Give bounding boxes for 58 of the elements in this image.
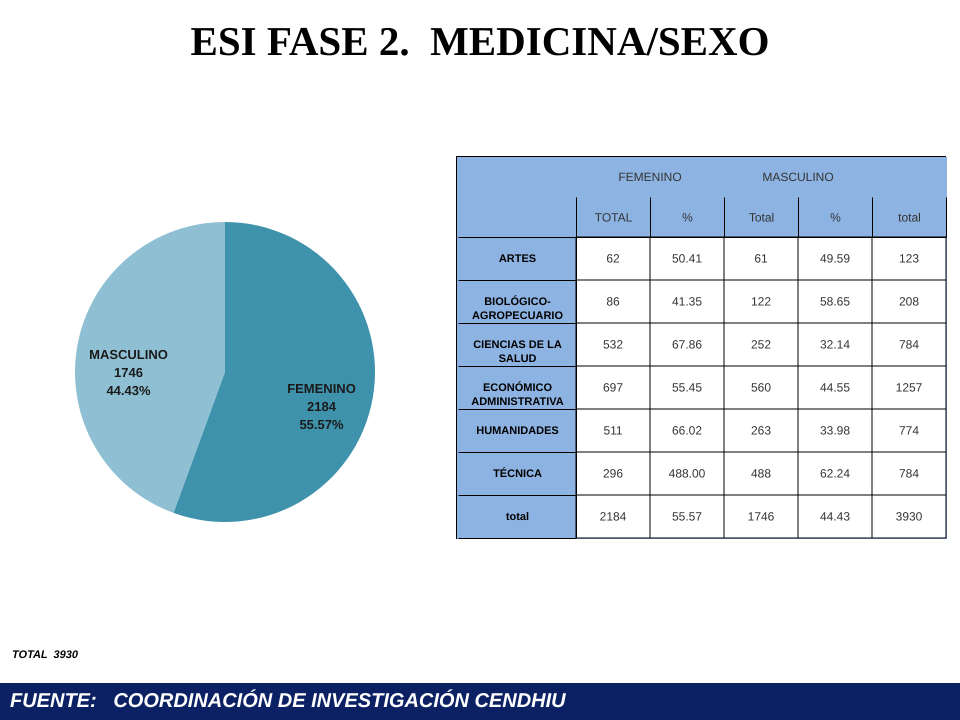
data-label: 3930 <box>896 510 923 524</box>
data-label: 774 <box>898 424 920 438</box>
text: TOTAL 3930 <box>12 649 78 661</box>
data-label: 2184 55.57% <box>299 399 344 432</box>
slice-label: FEMENINO <box>287 381 356 396</box>
text: FEMENINO <box>618 170 682 184</box>
y-tick-label: TÉCNICA <box>493 467 542 480</box>
data-label: 58.65 <box>820 294 850 308</box>
data-label: 49.59 <box>820 252 850 266</box>
data-label: 488 <box>750 466 772 480</box>
data-label: 208 <box>898 294 920 308</box>
y-tick-label: ECONÓMICO ADMINISTRATIVA <box>471 381 564 408</box>
data-label: 1746 44.43% <box>106 364 151 398</box>
data-label: 697 <box>602 380 624 394</box>
data-label: 1257 <box>896 380 923 394</box>
data-label: 296 <box>602 466 624 480</box>
x-tick-label: % <box>830 210 842 224</box>
data-label: 784 <box>898 466 920 480</box>
x-tick-label: Total <box>748 210 774 224</box>
y-tick-label: HUMANIDADES <box>476 425 559 437</box>
data-label: 32.14 <box>820 338 850 352</box>
data-label: 55.45 <box>672 380 702 394</box>
text: MASCULINO <box>762 170 834 184</box>
slice-label: MASCULINO <box>89 346 168 362</box>
data-label: 61 <box>754 252 768 266</box>
data-label: 1746 <box>748 510 775 524</box>
x-tick-label: total <box>898 210 921 224</box>
data-label: 55.57 <box>672 510 702 524</box>
data-label: 511 <box>603 424 623 438</box>
data-label: 44.55 <box>820 380 850 394</box>
data-label: 2184 <box>600 510 627 524</box>
pie-slice <box>174 222 375 522</box>
data-label: 532 <box>602 338 624 352</box>
pie-slice <box>75 222 225 513</box>
data-label: 44.43 <box>820 510 850 524</box>
data-label: 33.98 <box>820 424 850 438</box>
data-label: 784 <box>898 338 920 352</box>
data-label: 488.00 <box>668 466 706 480</box>
data-label: 41.35 <box>672 294 702 308</box>
data-label: 123 <box>898 252 920 266</box>
data-label: 62 <box>606 252 620 266</box>
x-tick-label: TOTAL <box>594 210 633 224</box>
data-label: 66.02 <box>672 424 702 438</box>
x-tick-label: % <box>682 210 694 224</box>
text: ESI FASE 2. MEDICINA/SEXO <box>189 17 771 66</box>
data-label: 252 <box>750 338 772 352</box>
data-label: 122 <box>750 294 772 308</box>
data-label: 67.86 <box>672 338 702 352</box>
data-label: 560 <box>750 380 772 394</box>
data-label: 62.24 <box>820 466 850 480</box>
data-label: 263 <box>750 424 772 438</box>
y-tick-label: total <box>506 511 530 523</box>
data-label: 86 <box>606 294 620 308</box>
source-note: FUENTE: COORDINACIÓN DE INVESTIGACIÓN CENDHIU <box>10 689 566 713</box>
y-tick-label: CIENCIAS DE LA SALUD <box>473 339 562 365</box>
data-label: 50.41 <box>672 252 702 266</box>
y-tick-label: ARTES <box>498 253 536 265</box>
y-tick-label: BIOLÓGICO-AGROPECUARIO <box>472 295 564 322</box>
